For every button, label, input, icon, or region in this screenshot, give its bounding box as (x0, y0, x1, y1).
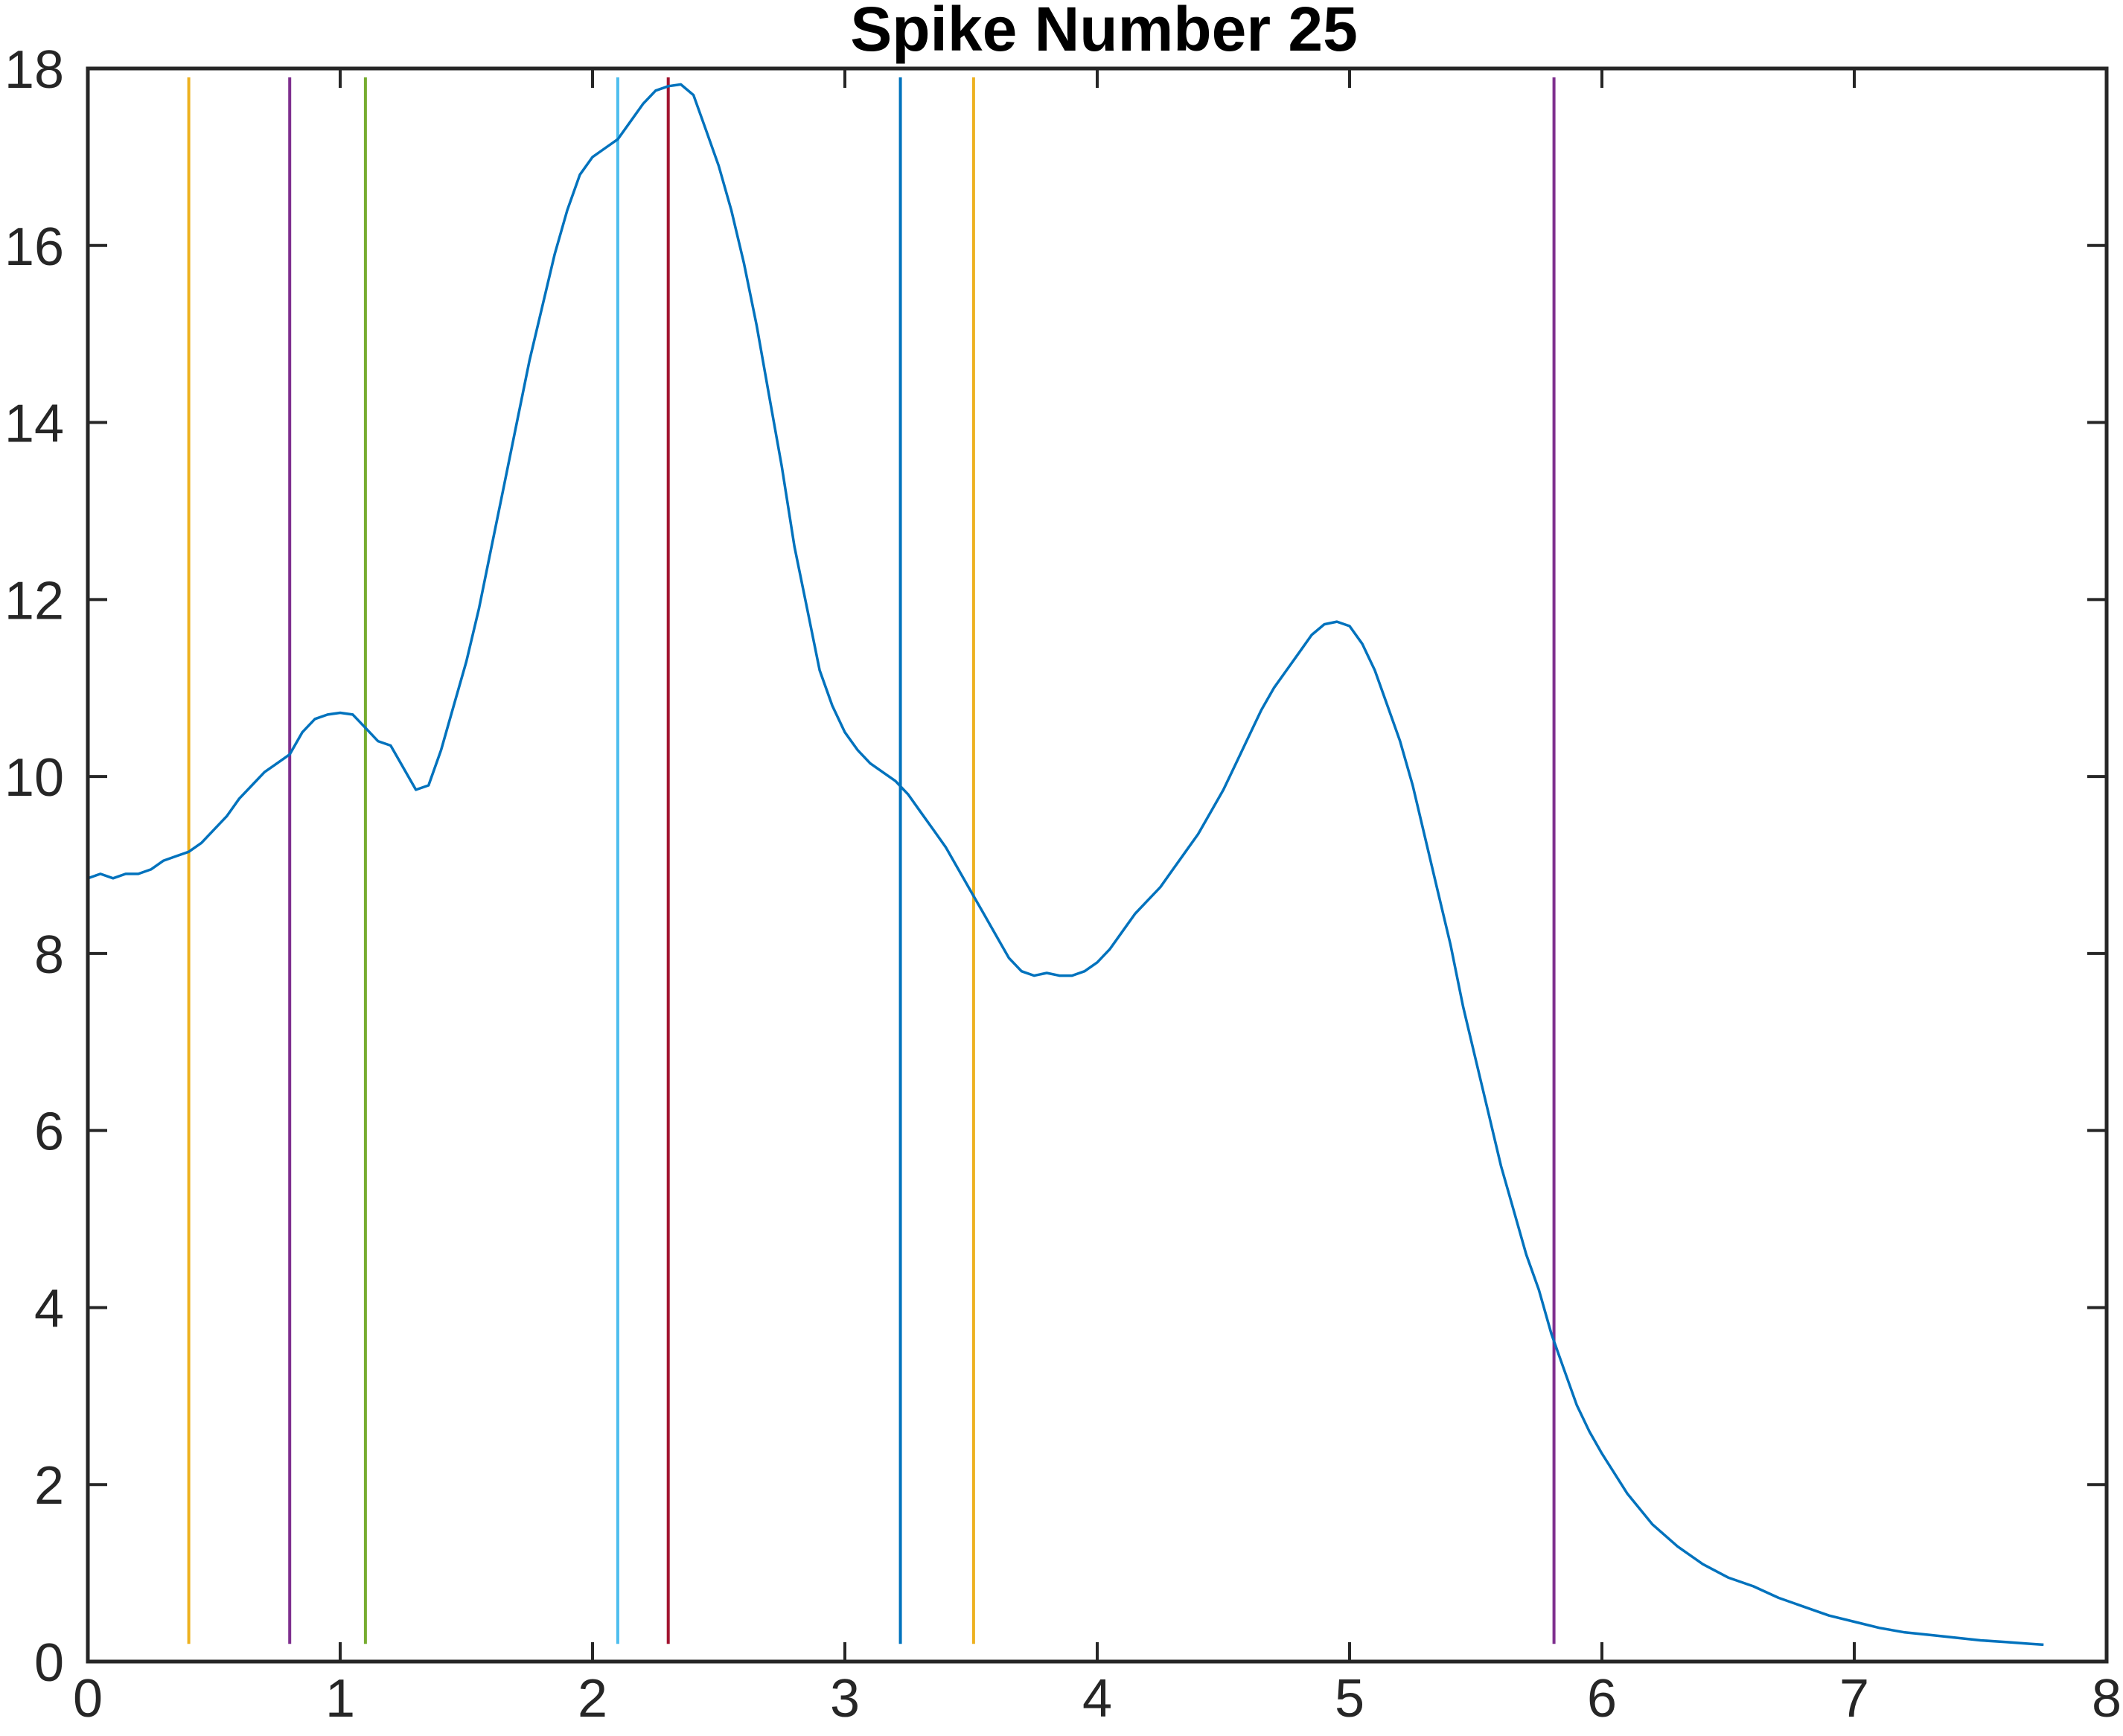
y-tick-label: 18 (4, 40, 64, 100)
marker-lines (86, 77, 1556, 1644)
y-tick-label: 14 (4, 395, 64, 454)
y-tick-label: 0 (34, 1633, 64, 1693)
x-tick-label: 3 (830, 1669, 860, 1729)
chart-title: Spike Number 25 (850, 0, 1358, 64)
x-tick-label: 6 (1587, 1669, 1617, 1729)
series-group (87, 83, 2044, 1647)
x-tick-label: 0 (73, 1669, 103, 1729)
x-tick-label: 4 (1082, 1669, 1112, 1729)
y-tick-label: 16 (4, 217, 64, 277)
series-line-1 (87, 83, 2044, 1647)
y-tick-label: 4 (34, 1279, 64, 1338)
y-tick-label: 10 (4, 748, 64, 808)
x-tick-label: 7 (1839, 1669, 1869, 1729)
y-tick-label: 8 (34, 925, 64, 985)
y-tick-label: 12 (4, 571, 64, 631)
y-tick-label: 6 (34, 1102, 64, 1162)
x-tick-label: 2 (578, 1669, 607, 1729)
x-tick-label: 1 (325, 1669, 355, 1729)
x-tick-label: 8 (2092, 1669, 2122, 1729)
y-tick-label: 2 (34, 1456, 64, 1516)
x-tick-label: 5 (1335, 1669, 1364, 1729)
